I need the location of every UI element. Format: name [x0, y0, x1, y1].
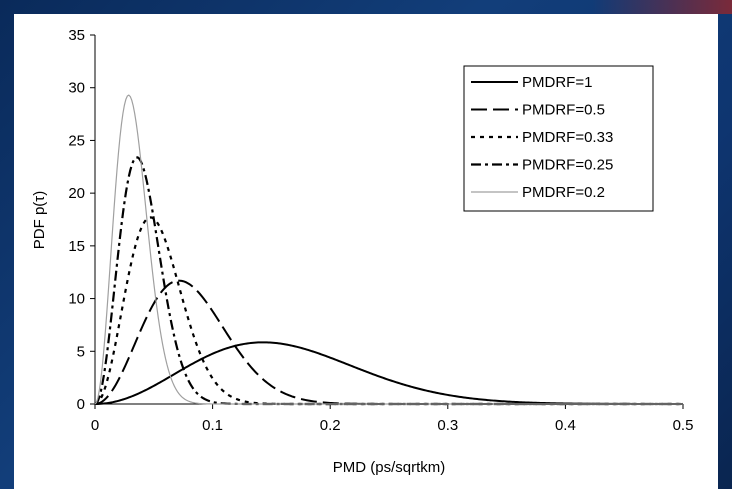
series-layer [94, 94, 683, 406]
y-tick-label: 0 [77, 396, 85, 413]
y-tick-label: 5 [77, 343, 85, 360]
legend-label: PMDRF=1 [522, 74, 592, 91]
x-tick-label: 0.4 [555, 417, 576, 434]
legend-label: PMDRF=0.33 [522, 129, 613, 146]
x-tick-label: 0.5 [673, 417, 694, 434]
y-tick-label: 30 [68, 80, 85, 97]
y-tick-label: 20 [68, 185, 85, 202]
series-line [94, 341, 683, 405]
y-axis-title: PDF p(τ) [31, 191, 48, 249]
y-tick-label: 15 [68, 238, 85, 255]
x-tick-label: 0 [91, 417, 99, 434]
y-tick-label: 10 [68, 291, 85, 308]
y-tick-label: 25 [68, 132, 85, 149]
legend: PMDRF=1 PMDRF=0.5 PMDRF=0.33 PMDRF=0.25 PMDR… [463, 65, 654, 212]
y-tick-label: 35 [68, 27, 85, 44]
legend-box [463, 65, 654, 212]
legend-label: PMDRF=0.5 [522, 102, 605, 119]
series-line [94, 216, 683, 406]
series-line [94, 94, 683, 405]
x-tick-label: 0.2 [320, 417, 341, 434]
legend-label: PMDRF=0.2 [522, 184, 605, 201]
x-axis-title: PMD (ps/sqrtkm) [333, 459, 446, 476]
x-tick-label: 0.3 [437, 417, 458, 434]
x-tick-label: 0.1 [202, 417, 223, 434]
legend-label: PMDRF=0.25 [522, 157, 613, 174]
